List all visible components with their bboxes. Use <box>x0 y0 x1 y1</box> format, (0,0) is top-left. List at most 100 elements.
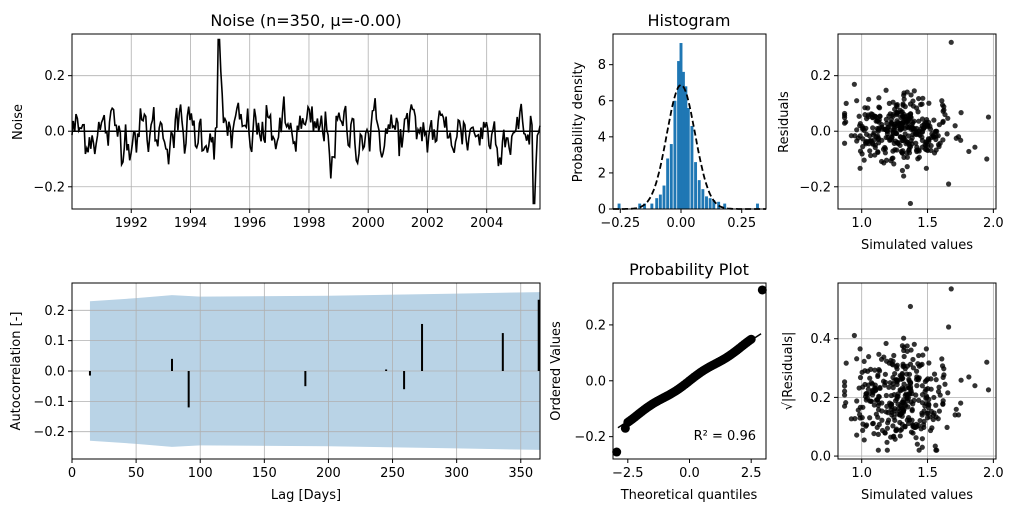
histogram-bar <box>717 201 721 209</box>
residuals-point <box>910 98 916 104</box>
histogram-bar <box>756 203 759 209</box>
sqrt-residuals-point <box>894 366 900 372</box>
residuals-point <box>919 137 925 144</box>
residuals-point <box>878 158 885 165</box>
residuals-point <box>890 113 896 119</box>
residuals-point <box>921 122 927 128</box>
residuals-point <box>904 139 910 145</box>
residuals-point <box>897 123 903 129</box>
probplot-xtick-label: −2.5 <box>612 466 644 481</box>
sqrt-residuals-point <box>921 424 927 431</box>
sqrt-residuals-point <box>985 387 992 393</box>
sqrt-residuals-point <box>904 348 910 354</box>
residuals-point <box>854 98 860 104</box>
residuals-point <box>848 133 854 139</box>
noise-xtick-label: 2000 <box>352 216 385 231</box>
residuals-point <box>875 149 881 156</box>
sqrt-residuals-point <box>916 352 922 359</box>
residuals-point <box>914 148 920 155</box>
sqrt-residuals-point <box>946 324 952 330</box>
residuals-point <box>923 165 929 171</box>
sqrt-residuals-point <box>931 394 937 401</box>
acf-xlabel: Lag [Days] <box>271 488 341 503</box>
acf-plot <box>88 299 540 408</box>
residuals-point <box>901 96 907 102</box>
histogram-bar <box>723 203 727 209</box>
residuals-point <box>920 95 926 101</box>
residuals-point <box>913 131 919 138</box>
sqrt-residuals-point <box>900 361 906 367</box>
sqrt-residuals-point <box>907 386 914 392</box>
panel-probplot: Probability Plot Ordered Values Theoreti… <box>549 260 767 503</box>
sqrt-residuals-point <box>898 374 904 380</box>
residuals-point <box>927 123 933 129</box>
residuals-point <box>946 181 952 187</box>
acf-xtick-label: 250 <box>380 466 405 481</box>
sqrt-residuals-point <box>861 358 867 365</box>
histogram-xtick-label: −0.25 <box>600 216 640 231</box>
residuals-point <box>945 115 951 121</box>
noise-ylabel: Noise <box>11 104 26 140</box>
sqrt-residuals-ytick-label: 0.2 <box>810 391 831 406</box>
sqrt-residuals-point <box>872 385 878 391</box>
sqrt-residuals-point <box>880 378 887 384</box>
residuals-point <box>928 147 934 154</box>
sqrt-residuals-point <box>855 407 861 413</box>
acf-xtick-label: 350 <box>508 466 533 481</box>
residuals-point <box>921 125 927 132</box>
histogram-bar <box>655 198 659 209</box>
acf-ticks: 0 50 100 150 200 250 300 350 −0.2 −0.1 0.0 0.1 0.2 <box>33 304 533 481</box>
residuals-point <box>904 124 910 130</box>
sqrt-residuals-point <box>939 363 946 369</box>
residuals-point <box>876 95 882 101</box>
residuals-axes-frame <box>837 33 997 210</box>
sqrt-residuals-point <box>944 424 950 430</box>
residuals-point <box>935 133 941 139</box>
residuals-point <box>874 118 880 124</box>
sqrt-residuals-point <box>894 396 900 402</box>
histogram-bar <box>677 61 681 209</box>
sqrt-residuals-point <box>966 374 972 380</box>
sqrt-residuals-xtick-label: 1.5 <box>917 466 938 481</box>
residuals-plot <box>841 39 992 207</box>
residuals-point <box>899 167 906 174</box>
residuals-point <box>841 110 848 117</box>
residuals-point <box>886 100 892 106</box>
probplot-xtick-label: 0.0 <box>679 466 700 481</box>
residuals-point <box>936 122 942 128</box>
probplot-point <box>620 423 630 433</box>
acf-xtick-label: 100 <box>188 466 213 481</box>
sqrt-residuals-point <box>884 425 891 431</box>
sqrt-residuals-point <box>910 365 916 371</box>
residuals-ytick-label: 0.0 <box>810 125 831 140</box>
sqrt-residuals-point <box>928 376 934 382</box>
sqrt-residuals-point <box>908 429 915 435</box>
sqrt-residuals-point <box>863 422 870 428</box>
sqrt-residuals-point <box>841 392 848 398</box>
residuals-ytick-label: −0.2 <box>799 180 831 195</box>
residuals-point <box>876 105 883 111</box>
residuals-point <box>955 134 962 140</box>
histogram-bar <box>694 162 698 209</box>
sqrt-residuals-point <box>894 381 900 388</box>
residuals-point <box>862 105 868 111</box>
residuals-point <box>889 134 895 140</box>
acf-ytick-label: 0.1 <box>44 334 65 349</box>
sqrt-residuals-point <box>874 396 880 403</box>
sqrt-residuals-point <box>862 368 868 374</box>
sqrt-residuals-point <box>919 361 925 368</box>
residuals-xtick-label: 1.5 <box>917 216 938 231</box>
sqrt-residuals-point <box>868 366 874 372</box>
sqrt-residuals-point <box>868 398 874 404</box>
residuals-point <box>907 200 914 207</box>
residuals-ticks: 1.0 1.5 2.0 −0.2 0.0 0.2 <box>799 69 1003 231</box>
histogram-xtick-label: 0.00 <box>667 216 696 231</box>
histogram-title: Histogram <box>648 11 731 30</box>
sqrt-residuals-point <box>857 346 863 352</box>
residuals-point <box>894 104 900 110</box>
sqrt-residuals-point <box>884 403 890 409</box>
residuals-xtick-label: 2.0 <box>983 216 1004 231</box>
residuals-point <box>909 141 915 147</box>
histogram-ylabel: Probability density <box>571 61 586 182</box>
